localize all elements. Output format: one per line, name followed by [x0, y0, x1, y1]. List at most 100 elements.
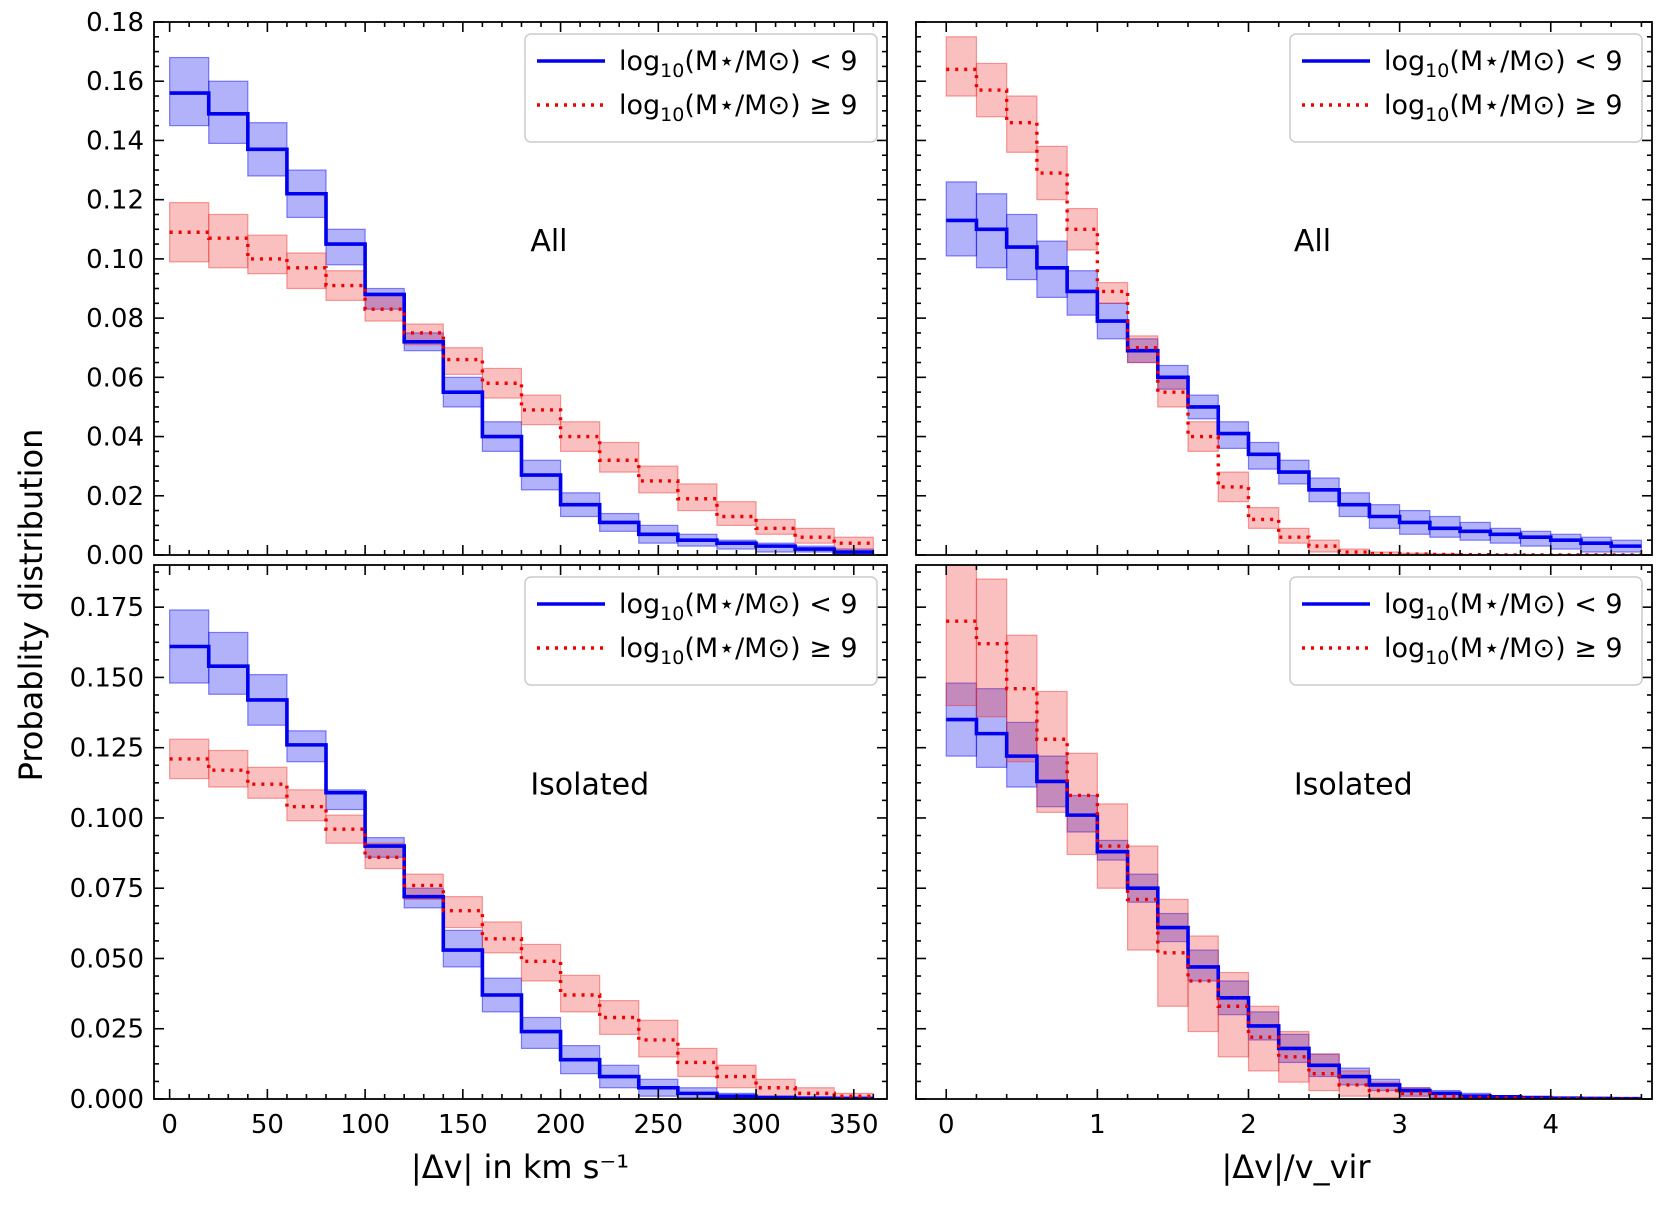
band-blue-bin-4 [325, 228, 366, 266]
panel-label: All [1294, 224, 1331, 259]
legend-box [524, 33, 878, 143]
x-tick-label: 3 [1391, 1110, 1408, 1140]
legend-entry-main: log [1384, 633, 1425, 664]
legend-entry-main: log [1384, 90, 1425, 121]
x-tick-label: 0 [161, 1110, 178, 1140]
band-red-bin-5 [364, 293, 405, 322]
x-tick-label: 1 [1089, 1110, 1106, 1140]
y-tick-label: 0.050 [70, 944, 144, 974]
y-tick-label: 0.02 [86, 482, 144, 512]
y-tick-label: 0.08 [86, 304, 144, 334]
y-tick-label: 0.16 [86, 67, 144, 97]
legend-entry-main: log [619, 633, 660, 664]
plot-area [945, 36, 1643, 555]
x-tick-label: 4 [1542, 1110, 1559, 1140]
y-tick-label: 0.10 [86, 245, 144, 275]
legend-entry-main: log [619, 90, 660, 121]
band-red-bin-8 [1187, 935, 1219, 1033]
legend-entry-sub: 10 [1425, 104, 1449, 126]
legend-box [524, 576, 878, 686]
legend-entry-rest: (M⋆/M⊙) < 9 [1449, 46, 1622, 77]
legend-entry-rest: (M⋆/M⊙) ≥ 9 [1449, 90, 1622, 121]
band-red-bin-4 [325, 814, 366, 844]
legend-entry-sub: 10 [1425, 647, 1449, 669]
panels: 0.00 0.02 0.04 0.06 0.08 0.10 0.12 0.14 0.16 0.18… [70, 8, 1653, 1140]
x-axis-label-right: |Δv|/v_vir [1221, 1148, 1371, 1186]
panel-label: All [530, 224, 567, 259]
y-tick-label: 0.125 [70, 734, 144, 764]
band-red-bin-12 [638, 465, 679, 494]
y-tick-label: 0.025 [70, 1015, 144, 1045]
band-red-bin-3 [286, 252, 327, 290]
legend-entry-sub: 10 [1425, 60, 1449, 82]
legend-entry-high-mass: log10(M⋆/M⊙) ≥ 9 [1384, 633, 1623, 669]
y-tick-label: 0.000 [70, 1085, 144, 1115]
band-red-bin-14 [716, 501, 757, 526]
panel-label: Isolated [530, 768, 649, 803]
axes-frame [915, 564, 1653, 1100]
legend-entry-low-mass: log10(M⋆/M⊙) < 9 [1384, 589, 1623, 625]
panel-label: Isolated [1294, 768, 1413, 803]
x-tick-label: 0 [938, 1110, 955, 1140]
band-red-bin-3 [1036, 690, 1068, 813]
legend-entry-high-mass: log10(M⋆/M⊙) ≥ 9 [619, 90, 858, 126]
y-tick-label: 0.150 [70, 663, 144, 693]
band-red-bin-8 [481, 921, 523, 954]
legend-entry-sub: 10 [660, 104, 684, 126]
band-red-bin-2 [1006, 634, 1038, 763]
x-tick-label: 300 [731, 1110, 781, 1140]
band-red-bin-0 [945, 565, 978, 707]
x-tick-label: 2 [1240, 1110, 1257, 1140]
legend-entry-rest: (M⋆/M⊙) < 9 [684, 589, 857, 620]
legend-entry-main: log [619, 46, 660, 77]
legend-entry-sub: 10 [660, 647, 684, 669]
y-axis-label: Probablity distribution [12, 429, 50, 782]
y-tick-label: 0.00 [86, 541, 144, 571]
legend-entry-sub: 10 [1425, 603, 1449, 625]
plot-area [169, 56, 874, 555]
y-tick-label: 0.12 [86, 186, 144, 216]
band-red-bin-11 [599, 441, 640, 473]
band-red-bin-1 [208, 213, 249, 269]
band-red-bin-7 [442, 896, 483, 929]
legend-entry-rest: (M⋆/M⊙) < 9 [684, 46, 857, 77]
legend-entry-rest: (M⋆/M⊙) ≥ 9 [1449, 633, 1622, 664]
x-tick-label: 100 [340, 1110, 390, 1140]
legend-entry-main: log [1384, 589, 1425, 620]
y-tick-label: 0.18 [86, 8, 144, 38]
band-blue-bin-1 [975, 688, 1008, 768]
series-line-red [169, 757, 874, 1098]
band-red-bin-10 [559, 974, 601, 1013]
x-tick-label: 250 [633, 1110, 683, 1140]
legend-entry-rest: (M⋆/M⊙) < 9 [1449, 589, 1622, 620]
legend-entry-sub: 10 [660, 60, 684, 82]
band-red-bin-15 [755, 1078, 796, 1097]
axes-frame [153, 564, 888, 1100]
y-tick-label: 0.075 [70, 874, 144, 904]
series-line-blue [169, 91, 874, 554]
series-line-blue [946, 218, 1642, 548]
band-red-bin-9 [1217, 971, 1250, 1058]
y-tick-label: 0.04 [86, 423, 144, 453]
legend-entry-low-mass: log10(M⋆/M⊙) < 9 [619, 46, 858, 82]
x-tick-label: 200 [536, 1110, 586, 1140]
band-red-bin-6 [1126, 845, 1159, 951]
legend-entry-rest: (M⋆/M⊙) ≥ 9 [684, 633, 857, 664]
legend-entry-main: log [619, 589, 660, 620]
legend-entry-rest: (M⋆/M⊙) ≥ 9 [684, 90, 857, 121]
legend-box [1289, 576, 1643, 686]
panel-top-left: 0.00 0.02 0.04 0.06 0.08 0.10 0.12 0.14 0.16 0.18… [86, 8, 888, 571]
y-tick-label: 0.14 [86, 126, 144, 156]
legend-entry-main: log [1384, 46, 1425, 77]
x-tick-label: 50 [251, 1110, 284, 1140]
y-tick-label: 0.100 [70, 804, 144, 834]
legend-entry-low-mass: log10(M⋆/M⊙) < 9 [1384, 46, 1623, 82]
band-red-bin-4 [1066, 752, 1098, 856]
